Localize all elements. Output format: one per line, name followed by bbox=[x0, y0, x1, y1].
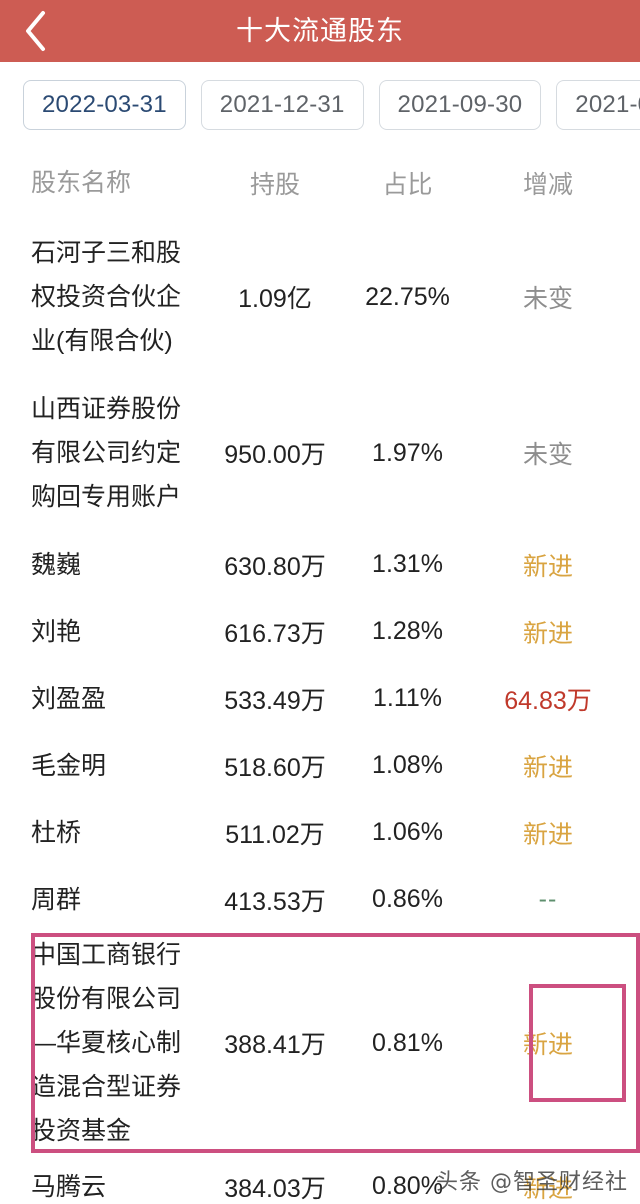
cell-shareholder-name: 刘盈盈 bbox=[31, 684, 107, 713]
date-tab-1[interactable]: 2021-12-31 bbox=[200, 79, 364, 130]
cell-holding: 533.49万 bbox=[224, 686, 326, 715]
table-row[interactable]: 魏巍 630.80万 1.31% 新进 bbox=[0, 531, 640, 598]
column-header-holding: 持股 bbox=[249, 171, 300, 199]
cell-percent: 0.81% bbox=[372, 1028, 443, 1057]
cell-shareholder-name: 中国工商银行股份有限公司—华夏核心制造混合型证券投资基金 bbox=[31, 941, 182, 1145]
cell-change: 新进 bbox=[522, 552, 573, 581]
watermark: 头条 @智圣财经社 bbox=[436, 1170, 628, 1195]
table-row[interactable]: 杜桥 511.02万 1.06% 新进 bbox=[0, 799, 640, 866]
table-body: 石河子三和股权投资合伙企业(有限合伙) 1.09亿 22.75% 未变 山西证券股份有限… bbox=[0, 219, 640, 1204]
column-header-percent: 占比 bbox=[382, 171, 433, 199]
date-tab-2-label: 2021-09-30 bbox=[397, 90, 523, 118]
cell-percent: 0.80% bbox=[372, 1172, 443, 1200]
cell-shareholder-name: 石河子三和股权投资合伙企业(有限合伙) bbox=[31, 239, 182, 355]
cell-change: 新进 bbox=[522, 753, 573, 782]
cell-change: 新进 bbox=[522, 619, 573, 648]
table-row[interactable]: 马腾云 384.03万 0.80% 新进 bbox=[0, 1153, 640, 1204]
cell-change: 64.83万 bbox=[504, 686, 592, 715]
cell-holding: 616.73万 bbox=[224, 619, 326, 648]
cell-percent: 1.97% bbox=[372, 438, 443, 467]
cell-holding: 518.60万 bbox=[224, 753, 326, 782]
cell-shareholder-name: 魏巍 bbox=[31, 550, 82, 579]
cell-percent: 1.08% bbox=[372, 751, 443, 779]
date-tab-1-label: 2021-12-31 bbox=[219, 90, 345, 118]
date-tab-2[interactable]: 2021-09-30 bbox=[378, 79, 542, 130]
cell-shareholder-name: 山西证券股份有限公司约定购回专用账户 bbox=[31, 395, 182, 511]
table-row[interactable]: 周群 413.53万 0.86% -- bbox=[0, 866, 640, 933]
column-header-name: 股东名称 bbox=[31, 169, 132, 197]
cell-percent: 1.06% bbox=[372, 818, 443, 846]
table-row[interactable]: 石河子三和股权投资合伙企业(有限合伙) 1.09亿 22.75% 未变 bbox=[0, 219, 640, 375]
cell-percent: 0.86% bbox=[372, 885, 443, 913]
cell-holding: 511.02万 bbox=[225, 820, 325, 849]
cell-holding: 630.80万 bbox=[224, 552, 326, 581]
table-row[interactable]: 刘艳 616.73万 1.28% 新进 bbox=[0, 598, 640, 665]
cell-percent: 1.11% bbox=[372, 684, 443, 712]
app-header: 十大流通股东 bbox=[0, 0, 640, 62]
table-row[interactable]: 毛金明 518.60万 1.08% 新进 bbox=[0, 732, 640, 799]
cell-percent: 1.28% bbox=[372, 617, 443, 645]
table-row[interactable]: 山西证券股份有限公司约定购回专用账户 950.00万 1.97% 未变 bbox=[0, 375, 640, 531]
cell-change: -- bbox=[538, 885, 558, 913]
date-tab-0-label: 2022-03-31 bbox=[42, 90, 167, 118]
page-title: 十大流通股东 bbox=[236, 16, 404, 46]
back-button[interactable] bbox=[22, 0, 78, 62]
cell-holding: 1.09亿 bbox=[238, 285, 312, 313]
shareholders-table: 股东名称 持股 占比 增减 石河子三和股权投资合伙企业(有限合伙) 1.09亿 22… bbox=[0, 147, 640, 1204]
table-header-row: 股东名称 持股 占比 增减 bbox=[0, 147, 640, 219]
cell-holding: 413.53万 bbox=[224, 887, 326, 916]
cell-holding: 950.00万 bbox=[224, 441, 326, 469]
cell-percent: 22.75% bbox=[365, 282, 450, 311]
cell-percent: 1.31% bbox=[372, 550, 443, 578]
cell-holding: 388.41万 bbox=[224, 1031, 326, 1059]
cell-change: 新进 bbox=[522, 820, 573, 849]
column-header-change: 增减 bbox=[522, 171, 573, 199]
cell-change: 新进 bbox=[522, 1031, 573, 1059]
cell-change: 未变 bbox=[522, 285, 573, 313]
cell-change: 未变 bbox=[522, 441, 573, 469]
table-row[interactable]: 中国工商银行股份有限公司—华夏核心制造混合型证券投资基金 388.41万 0.81%… bbox=[0, 933, 640, 1153]
cell-shareholder-name: 马腾云 bbox=[31, 1172, 107, 1201]
date-tab-strip[interactable]: 2022-03-31 2021-12-31 2021-09-30 2021-07… bbox=[0, 62, 640, 147]
cell-shareholder-name: 周群 bbox=[31, 885, 82, 914]
chevron-left-icon bbox=[22, 9, 48, 53]
cell-change: 新进 bbox=[522, 1174, 573, 1203]
cell-shareholder-name: 杜桥 bbox=[31, 818, 82, 847]
cell-shareholder-name: 毛金明 bbox=[31, 751, 107, 780]
table-row[interactable]: 刘盈盈 533.49万 1.11% 64.83万 bbox=[0, 665, 640, 732]
date-tab-3[interactable]: 2021-07-13 bbox=[556, 79, 640, 130]
date-tab-3-label: 2021-07-13 bbox=[575, 90, 640, 118]
cell-shareholder-name: 刘艳 bbox=[31, 617, 82, 646]
cell-holding: 384.03万 bbox=[224, 1174, 326, 1203]
date-tab-0[interactable]: 2022-03-31 bbox=[23, 79, 186, 130]
